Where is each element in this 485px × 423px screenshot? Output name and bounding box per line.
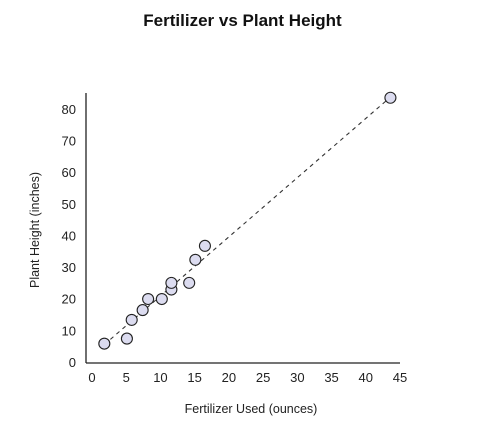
y-tick-label: 60	[62, 165, 76, 180]
data-point	[142, 292, 155, 306]
x-tick-label: 35	[324, 370, 338, 385]
x-tick-label: 10	[153, 370, 167, 385]
x-tick-label: 30	[290, 370, 304, 385]
trendline	[103, 97, 391, 346]
data-point	[136, 304, 149, 317]
y-tick-label: 70	[62, 133, 76, 148]
data-point	[125, 313, 138, 326]
y-axis-ticks: 0 10 20 30 40 50 60 70 80	[62, 102, 76, 370]
data-point	[155, 292, 168, 306]
x-tick-label: 45	[393, 370, 407, 385]
chart-title: Fertilizer vs Plant Height	[143, 11, 342, 30]
data-point	[98, 337, 111, 350]
y-tick-label: 10	[62, 323, 76, 338]
x-axis-ticks: 0 5 10 15 20 25 30 35 40 45	[88, 370, 407, 385]
x-tick-label: 20	[222, 370, 236, 385]
y-tick-label: 40	[62, 228, 76, 243]
y-tick-label: 20	[62, 292, 76, 307]
axes	[85, 93, 400, 364]
y-tick-label: 30	[62, 260, 76, 275]
data-point	[165, 276, 178, 289]
data-point	[120, 332, 133, 345]
x-axis-label: Fertilizer Used (ounces)	[184, 402, 318, 416]
y-tick-label: 0	[69, 355, 76, 370]
x-tick-label: 40	[359, 370, 373, 385]
data-point	[198, 239, 211, 252]
data-point	[183, 276, 196, 289]
data-point	[189, 253, 202, 266]
x-tick-label: 15	[187, 370, 201, 385]
data-points	[98, 91, 397, 350]
x-tick-label: 5	[123, 370, 130, 385]
data-point	[384, 91, 397, 104]
y-axis-label: Plant Height (inches)	[28, 171, 42, 289]
x-tick-label: 25	[256, 370, 270, 385]
y-tick-label: 80	[62, 102, 76, 117]
x-tick-label: 0	[88, 370, 95, 385]
trendline-group	[103, 97, 391, 346]
y-tick-label: 50	[62, 197, 76, 212]
